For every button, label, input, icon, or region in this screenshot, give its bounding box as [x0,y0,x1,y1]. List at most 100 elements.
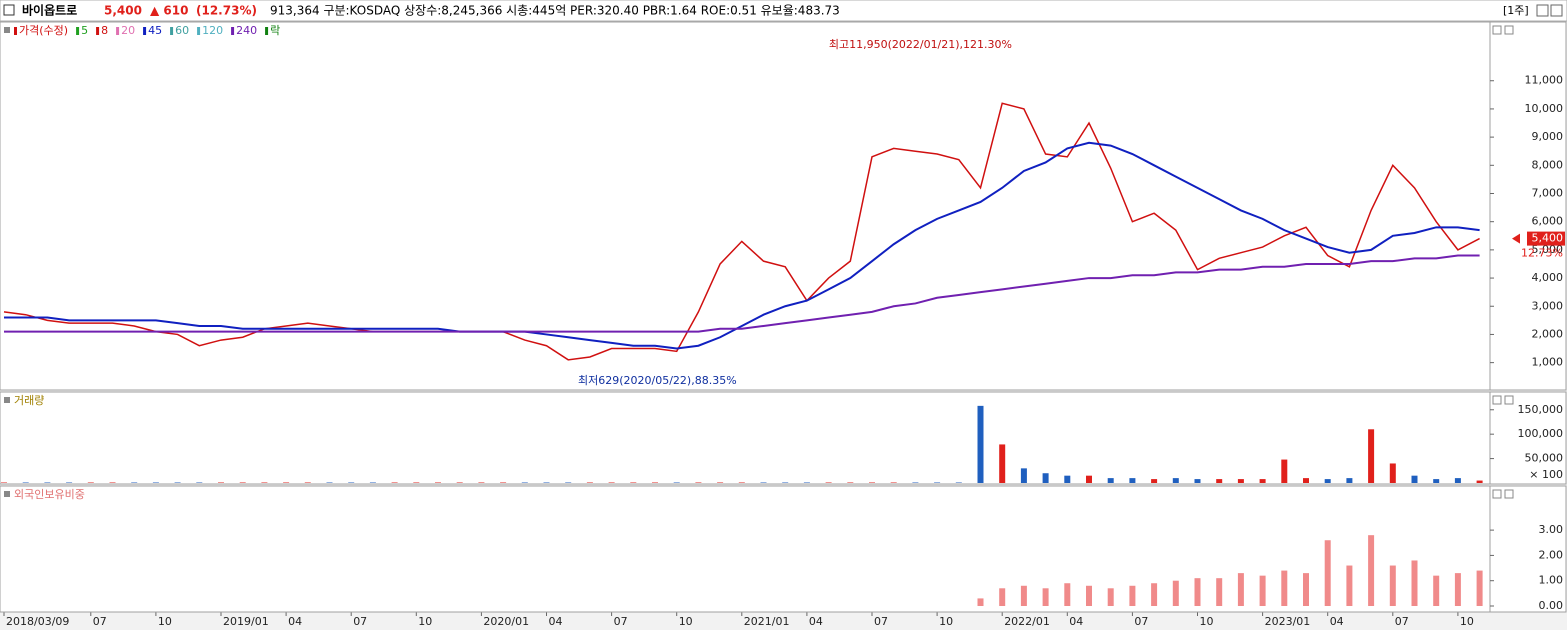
bar [1195,578,1201,606]
x-tick-label: 04 [549,615,563,628]
panel-button [1505,396,1513,404]
bar [1151,479,1157,483]
legend-swatch [170,27,173,35]
bar [1173,581,1179,606]
x-tick-label: 10 [939,615,953,628]
x-tick-label: 10 [1200,615,1214,628]
bar [1412,560,1418,606]
bar [999,444,1005,483]
bar [1195,479,1201,483]
y-tick-label: 2,000 [1532,327,1564,340]
panel [0,22,1490,390]
bar [978,598,984,606]
y-tick-label: 3,000 [1532,299,1564,312]
legend-swatch [76,27,79,35]
stock-name: 바이옵트로 [22,3,77,18]
last-pct-label: 12.73% [1521,247,1563,260]
y-tick-label: 100,000 [1518,427,1564,440]
bar [1151,583,1157,606]
x-tick-label: 07 [874,615,888,628]
bar [1325,479,1331,483]
y-tick-label: 0.00 [1539,599,1564,612]
x-tick-label: 04 [1330,615,1344,628]
bar [1346,478,1352,483]
bar [1129,478,1135,483]
legend-swatch [231,27,234,35]
bar [1064,583,1070,606]
bar [978,406,984,483]
x-tick-label: 2021/01 [744,615,790,628]
bar [1108,478,1114,483]
x-tick-label: 10 [418,615,432,628]
bar [1086,586,1092,606]
legend-swatch [116,27,119,35]
bar [1477,481,1483,483]
panel-title: 거래량 [14,394,44,407]
y-tick-label: 50,000 [1525,452,1564,465]
bar [1368,535,1374,606]
stock-change-pct: (12.73%) [196,4,257,18]
legend-swatch [14,27,17,35]
bar [999,588,1005,606]
y-tick-label: 3.00 [1539,523,1564,536]
x-tick-label: 2023/01 [1265,615,1311,628]
legend-swatch [265,27,268,35]
checkbox[interactable] [4,5,14,15]
x-tick-label: 07 [353,615,367,628]
x-tick-label: 07 [614,615,628,628]
legend-label: 8 [101,24,108,37]
bar [1346,566,1352,606]
annotation-high: 최고11,950(2022/01/21),121.30% [829,38,1012,51]
bar [1021,468,1027,483]
x-tick-label: 07 [1395,615,1409,628]
window-button[interactable] [1537,5,1548,16]
bar [1412,476,1418,483]
legend-label: 20 [121,24,135,37]
unit-label: × 100 [1529,468,1563,481]
bar [1086,476,1092,483]
x-tick-label: 04 [809,615,823,628]
bar [1281,460,1287,483]
bar [1238,479,1244,483]
bar [1303,573,1309,606]
bar [1043,473,1049,483]
panel-button [1493,490,1501,498]
bar [1390,463,1396,483]
legend-label: 가격(수정) [19,24,68,37]
bar [1108,588,1114,606]
x-tick-label: 07 [1134,615,1148,628]
panel-button [1493,396,1501,404]
y-tick-label: 7,000 [1532,186,1564,199]
period[interactable]: [1주] [1503,4,1529,17]
x-tick-label: 07 [93,615,107,628]
panel [0,392,1490,484]
legend-label: 락 [270,24,280,37]
panel-button [1493,26,1501,34]
x-tick-label: 10 [158,615,172,628]
bar [1477,571,1483,606]
legend-label: 240 [236,24,257,37]
bar [1281,571,1287,606]
bar [1021,586,1027,606]
y-tick-label: 10,000 [1525,102,1564,115]
panel-icon [4,491,10,497]
panel-button [1505,26,1513,34]
legend-swatch [197,27,200,35]
close-button[interactable] [1551,5,1562,16]
legend-label: 5 [81,24,88,37]
y-tick-label: 1.00 [1539,574,1564,587]
stock-info: 913,364 구분:KOSDAQ 상장수:8,245,366 시총:445억 … [270,4,840,18]
bar [1455,478,1461,483]
bar [1064,476,1070,483]
bar [1325,540,1331,606]
bar [1433,479,1439,483]
y-tick-label: 11,000 [1525,74,1564,87]
bar [1368,429,1374,483]
x-tick-label: 2019/01 [223,615,269,628]
bar [1129,586,1135,606]
x-tick-label: 2020/01 [483,615,529,628]
panel-button [1505,490,1513,498]
legend-label: 45 [148,24,162,37]
bar [1433,576,1439,606]
